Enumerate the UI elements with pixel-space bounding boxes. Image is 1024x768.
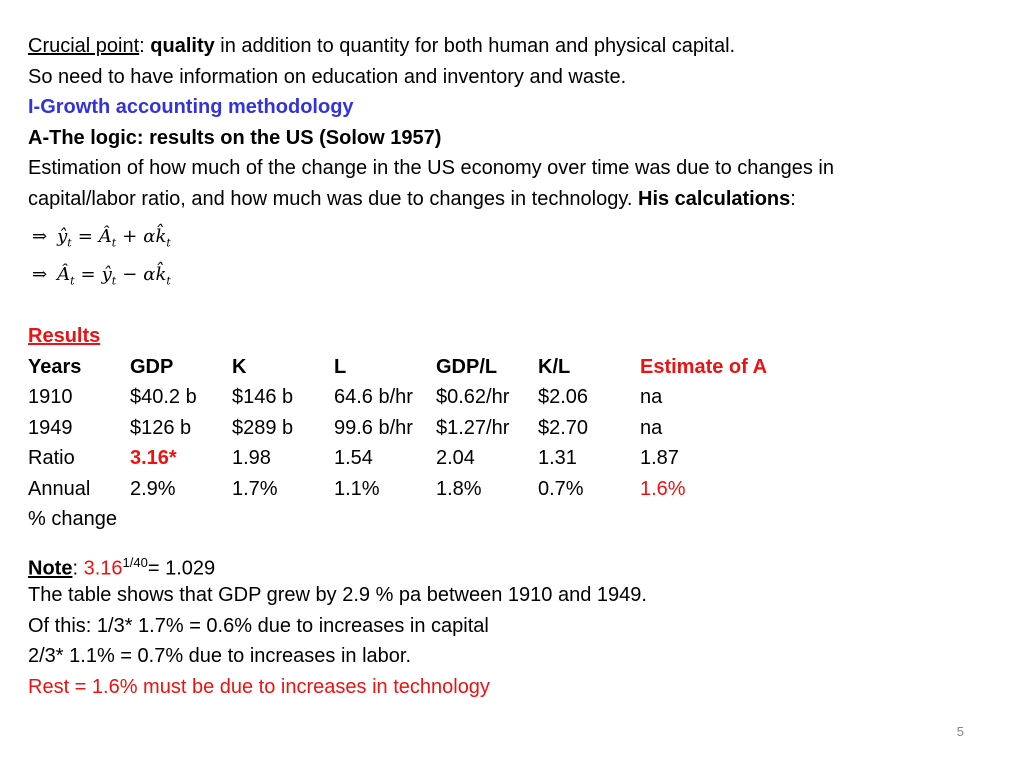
table-cell: 1.54 [334,447,373,470]
note-line-5: Rest = 1.6% must be due to increases in … [28,676,490,698]
table-cell: % change [28,508,117,531]
table-cell: 1949 [28,416,73,439]
table-cell: 99.6 b/hr [334,416,413,439]
table-cell [640,505,840,536]
implies-icon: ⇒ [32,226,48,247]
eq1-op1: = [77,226,93,247]
info-line: So need to have information on education… [28,66,627,88]
table-cell [538,505,640,536]
eq2-term1: ŷ [101,264,112,285]
table-cell: 1.1% [334,477,380,500]
table-cell: $2.06 [538,386,589,409]
table-cell: Ratio [28,447,75,470]
note-result: = 1.029 [147,557,216,580]
header-k: K [232,355,247,378]
table-row: 1949 $126 b $289 b 99.6 b/hr $1.27/hr $2… [28,413,840,444]
gdp-ratio-highlight: 3.16* [130,447,177,470]
table-header-row: Years GDP K L GDP/L K/L Estimate of A [28,352,840,383]
quality-term: quality [150,35,215,57]
table-cell [334,505,436,536]
header-gdp-per-l: GDP/L [436,355,498,378]
eq2-op1: = [80,264,96,285]
calculations-label: His calculations [638,188,791,210]
table-cell: $289 b [232,416,294,439]
note-exponent: 1/40 [122,555,148,570]
table-cell: 1.87 [640,447,679,470]
estimate-a-highlight: 1.6% [640,477,686,500]
note-line: Note: 3.161/40= 1.029 [28,548,215,584]
table-cell: $2.70 [538,416,589,439]
results-table: Years GDP K L GDP/L K/L Estimate of A 19… [28,352,840,535]
table-cell: na [640,386,663,409]
eq2-term2: αk̂ [143,264,167,285]
table-cell: 1.8% [436,477,482,500]
table-row: % change [28,505,840,536]
note-colon: : [72,557,84,580]
eq2-lhs: Â [57,264,71,285]
crucial-point-text: in addition to quantity for both human a… [214,35,736,57]
equation-1: ⇒ ŷt = Ât + αk̂t [32,224,171,257]
header-estimate-a: Estimate of A [640,355,768,378]
results-title: Results [28,325,101,347]
note-line-4: 2/3* 1.1% = 0.7% due to increases in lab… [28,645,412,667]
eq1-term2-sub: t [166,236,171,250]
table-cell: 1.31 [538,447,577,470]
table-cell: 64.6 b/hr [334,386,413,409]
eq1-lhs-sub: t [67,236,72,250]
note-line-3: Of this: 1/3* 1.7% = 0.6% due to increas… [28,615,489,637]
table-cell: $0.62/hr [436,386,510,409]
table-cell [232,505,334,536]
crucial-point-line: Crucial point: quality in addition to qu… [28,31,735,61]
table-cell: $40.2 b [130,386,197,409]
header-years: Years [28,355,82,378]
header-l: L [334,355,347,378]
section-heading: I-Growth accounting methodology [28,96,354,118]
subsection-heading: A-The logic: results on the US (Solow 19… [28,127,442,149]
table-cell: Annual [28,477,91,500]
eq1-op2: + [122,226,138,247]
eq2-op2: − [122,264,138,285]
estimation-paragraph-line2: capital/labor ratio, and how much was du… [28,184,796,214]
table-cell: $1.27/hr [436,416,510,439]
calculations-colon: : [790,188,796,210]
eq1-lhs: ŷ [57,226,68,247]
header-k-per-l: K/L [538,355,571,378]
eq1-term1: Â [98,226,112,247]
note-line-2: The table shows that GDP grew by 2.9 % p… [28,584,647,606]
table-row: 1910 $40.2 b $146 b 64.6 b/hr $0.62/hr $… [28,383,840,414]
crucial-point-label: Crucial point [28,35,140,57]
table-cell: 2.04 [436,447,475,470]
eq1-term1-sub: t [111,236,117,250]
table-cell: $126 b [130,416,192,439]
table-cell: 1.7% [232,477,278,500]
equation-2: ⇒ Ât = ŷt − αk̂t [32,262,171,295]
note-base: 3.16 [83,557,123,580]
table-cell: na [640,416,663,439]
table-cell: 1910 [28,386,73,409]
eq2-term1-sub: t [111,274,117,288]
table-cell [130,505,232,536]
page-number: 5 [956,724,964,739]
eq1-term2: αk̂ [143,226,167,247]
header-gdp: GDP [130,355,174,378]
table-cell: $146 b [232,386,294,409]
eq2-lhs-sub: t [70,274,75,288]
table-cell: 2.9% [130,477,176,500]
note-label: Note [28,557,73,580]
table-cell: 1.98 [232,447,271,470]
table-row: Annual 2.9% 1.7% 1.1% 1.8% 0.7% 1.6% [28,474,840,505]
implies-icon: ⇒ [32,264,48,285]
table-cell [436,505,538,536]
estimation-text: capital/labor ratio, and how much was du… [28,188,638,210]
table-cell: 0.7% [538,477,584,500]
table-row: Ratio 3.16* 1.98 1.54 2.04 1.31 1.87 [28,444,840,475]
estimation-paragraph-line1: Estimation of how much of the change in … [28,157,834,179]
eq2-term2-sub: t [166,274,171,288]
colon: : [139,35,151,57]
